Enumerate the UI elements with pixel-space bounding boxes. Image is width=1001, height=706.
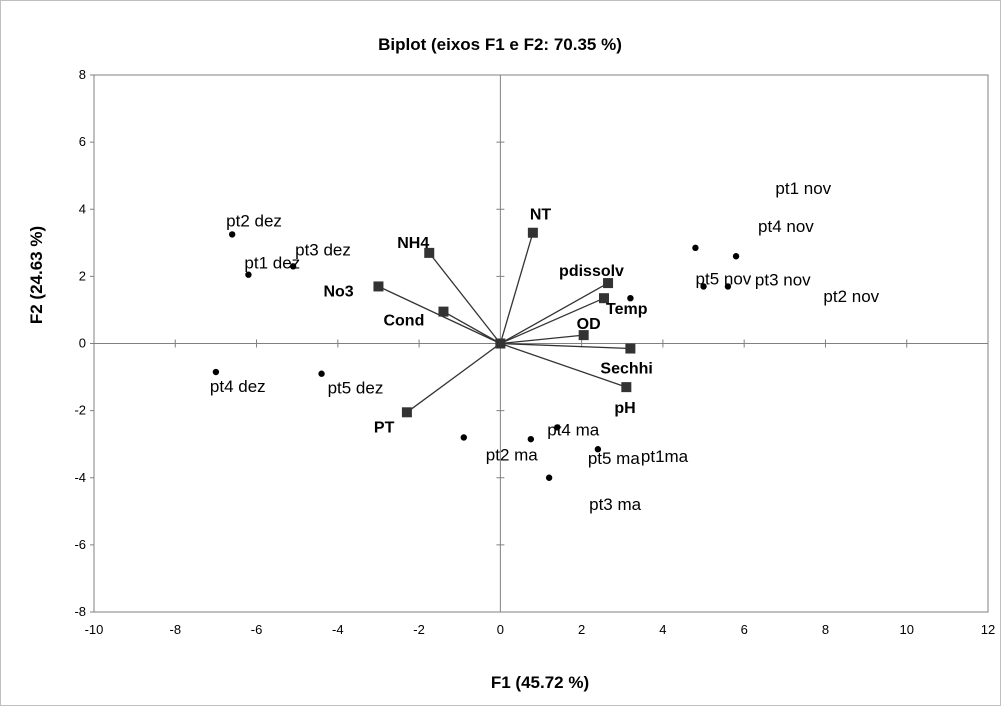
observation-point <box>289 263 297 270</box>
observation-point <box>212 368 220 376</box>
observation-label: pt3 nov <box>755 270 811 289</box>
y-tick-label: -2 <box>74 403 86 418</box>
observation-point <box>724 283 732 290</box>
variable-vector <box>499 232 534 344</box>
x-tick-label: 10 <box>899 622 913 637</box>
variable-label: Cond <box>383 313 424 330</box>
observation-point <box>527 435 535 443</box>
observation-point <box>627 294 634 302</box>
variable-label: pH <box>614 400 635 417</box>
chart-title: Biplot (eixos F1 e F2: 70.35 %) <box>378 35 622 54</box>
variable-vector <box>500 342 627 388</box>
observation-label: pt2 ma <box>486 445 539 464</box>
observation-point <box>594 446 602 453</box>
x-tick-label: 0 <box>497 622 504 637</box>
observation-label: pt5 ma <box>588 449 641 468</box>
variable-marker <box>625 343 636 354</box>
variable-vector <box>500 282 609 345</box>
observation-point <box>554 424 561 431</box>
observation-label: pt1ma <box>641 447 689 466</box>
observation-label: pt5 nov <box>696 269 752 288</box>
variable-vector <box>500 342 631 350</box>
observation-point <box>692 244 699 252</box>
variable-marker <box>424 247 435 258</box>
x-tick-label: -10 <box>85 622 104 637</box>
variable-marker <box>603 278 614 289</box>
observation-label: pt1 dez <box>244 254 300 273</box>
observation-label: pt4 dez <box>210 377 266 396</box>
x-tick-label: 12 <box>981 622 995 637</box>
observation-point <box>545 474 553 481</box>
y-tick-label: -6 <box>74 537 86 552</box>
observation-point <box>700 283 707 290</box>
x-tick-label: -2 <box>413 622 425 637</box>
y-tick-label: 6 <box>79 134 86 149</box>
observation-label: pt1 nov <box>775 179 831 198</box>
variable-marker <box>598 293 609 304</box>
variable-label: NH4 <box>397 235 429 252</box>
plot-area: -10 -8 -6 -4 -2 0 2 4 6 8 10 12 -8 -6 -4 -2 0 2 4 6 8 pt1 dez… <box>74 67 995 637</box>
y-axis-title: F2 (24.63 %) <box>27 226 46 324</box>
y-tick-label: 8 <box>79 67 86 82</box>
x-tick-label: 2 <box>578 622 585 637</box>
variable-label: No3 <box>323 283 353 300</box>
x-tick-label: -6 <box>251 622 263 637</box>
observation-point <box>460 434 467 441</box>
variable-label: PT <box>374 419 395 436</box>
observation-label: pt3 ma <box>589 495 642 514</box>
x-tick-label: 8 <box>822 622 829 637</box>
y-tick-label: -4 <box>74 470 86 485</box>
variable-marker <box>527 227 538 238</box>
x-axis-title: F1 (45.72 %) <box>491 673 589 692</box>
variable-vector <box>428 252 501 344</box>
variable-vector <box>406 342 501 413</box>
variable-label: NT <box>530 207 552 224</box>
origin-marker <box>495 338 506 349</box>
x-tick-label: -8 <box>169 622 181 637</box>
variable-vector <box>500 297 605 345</box>
variable-vector <box>500 334 584 345</box>
variable-label: pdissolv <box>559 263 624 280</box>
variable-marker <box>578 330 589 341</box>
variable-marker <box>621 382 632 393</box>
y-tick-label: 2 <box>79 268 86 283</box>
variable-marker <box>373 281 384 292</box>
variable-label: Temp <box>606 301 648 318</box>
observation-point <box>228 231 236 238</box>
variable-vector <box>443 311 501 345</box>
x-tick-label: 6 <box>741 622 748 637</box>
observation-label: pt2 nov <box>823 287 879 306</box>
y-tick-label: 0 <box>79 336 86 351</box>
variable-label: OD <box>577 316 601 333</box>
y-tick-label: -8 <box>74 604 86 619</box>
observation-point <box>732 253 740 260</box>
observation-point <box>245 271 252 278</box>
variable-marker <box>438 306 449 317</box>
observation-label: pt4 ma <box>547 420 600 439</box>
variable-marker <box>401 407 412 418</box>
x-tick-label: 4 <box>659 622 666 637</box>
observation-label: pt3 dez <box>295 240 351 259</box>
variable-label: Sechhi <box>600 361 652 378</box>
observation-label: pt2 dez <box>226 211 282 230</box>
observation-label: pt5 dez <box>328 379 384 398</box>
y-tick-label: 4 <box>79 201 86 216</box>
x-tick-label: -4 <box>332 622 344 637</box>
observation-label: pt4 nov <box>758 217 814 236</box>
observation-point <box>318 370 325 377</box>
